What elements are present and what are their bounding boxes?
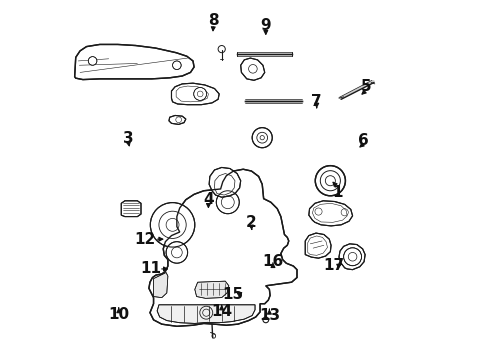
Polygon shape bbox=[241, 58, 265, 80]
Text: 9: 9 bbox=[261, 18, 271, 33]
Polygon shape bbox=[195, 281, 229, 298]
Text: 4: 4 bbox=[203, 192, 214, 207]
Circle shape bbox=[150, 203, 195, 247]
Text: 2: 2 bbox=[246, 215, 257, 230]
Text: 12: 12 bbox=[135, 232, 156, 247]
Text: 13: 13 bbox=[259, 308, 280, 323]
Text: 5: 5 bbox=[361, 79, 371, 94]
Polygon shape bbox=[149, 169, 297, 326]
Circle shape bbox=[166, 242, 188, 263]
Polygon shape bbox=[157, 305, 255, 323]
Text: 1: 1 bbox=[332, 185, 343, 200]
Text: 16: 16 bbox=[262, 254, 284, 269]
Polygon shape bbox=[169, 116, 186, 125]
Circle shape bbox=[194, 87, 207, 100]
Polygon shape bbox=[122, 201, 141, 217]
Circle shape bbox=[252, 128, 272, 148]
Polygon shape bbox=[309, 201, 353, 226]
Circle shape bbox=[172, 61, 181, 69]
Text: 15: 15 bbox=[222, 287, 243, 302]
Polygon shape bbox=[305, 233, 331, 258]
Polygon shape bbox=[172, 83, 219, 105]
Polygon shape bbox=[74, 44, 194, 80]
Circle shape bbox=[88, 57, 97, 65]
Text: 17: 17 bbox=[323, 258, 344, 273]
Text: 6: 6 bbox=[358, 133, 368, 148]
Text: 11: 11 bbox=[141, 261, 162, 276]
Circle shape bbox=[315, 166, 345, 196]
Text: 3: 3 bbox=[123, 131, 134, 146]
Polygon shape bbox=[209, 167, 241, 197]
Circle shape bbox=[343, 248, 362, 266]
Polygon shape bbox=[153, 273, 168, 298]
Polygon shape bbox=[339, 244, 365, 270]
Text: 14: 14 bbox=[211, 305, 232, 319]
Text: 7: 7 bbox=[312, 94, 322, 109]
Text: 10: 10 bbox=[108, 307, 129, 322]
Circle shape bbox=[216, 191, 239, 214]
Text: 8: 8 bbox=[208, 13, 219, 28]
